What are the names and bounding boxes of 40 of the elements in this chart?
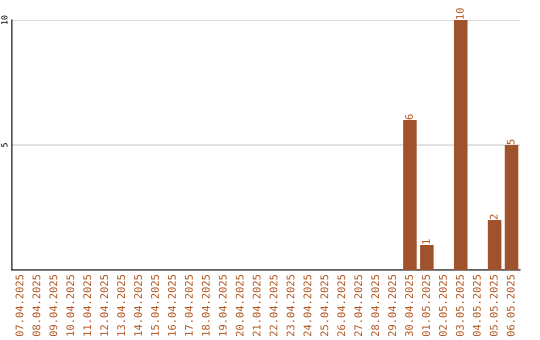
x-tick-label: 20.04.2025 bbox=[236, 274, 244, 336]
x-tick-label: 15.04.2025 bbox=[151, 274, 159, 336]
bar bbox=[504, 145, 518, 270]
bar bbox=[488, 220, 502, 270]
x-tick-label: 26.04.2025 bbox=[337, 274, 346, 336]
x-tick-label: 11.04.2025 bbox=[83, 274, 92, 336]
x-tick-label: 12.04.2025 bbox=[100, 274, 108, 336]
x-tick-label: 17.04.2025 bbox=[184, 274, 193, 336]
data-label: 2 bbox=[490, 214, 498, 220]
data-label: 10 bbox=[456, 8, 464, 19]
bar bbox=[403, 120, 417, 270]
x-tick-label: 25.04.2025 bbox=[320, 274, 328, 336]
x-tick-label: 01.05.2025 bbox=[422, 274, 430, 336]
x-tick-label: 07.04.2025 bbox=[16, 274, 24, 336]
x-tick-label: 09.04.2025 bbox=[49, 274, 58, 336]
data-label: 5 bbox=[506, 140, 515, 144]
x-tick-label: 10.04.2025 bbox=[66, 274, 74, 336]
x-tick-label: 22.04.2025 bbox=[270, 274, 278, 336]
x-tick-label: 24.04.2025 bbox=[303, 274, 312, 336]
bar bbox=[454, 20, 468, 270]
x-tick-label: 28.04.2025 bbox=[371, 274, 380, 336]
x-tick-label: 03.05.2025 bbox=[456, 274, 464, 336]
x-tick-label: 02.05.2025 bbox=[438, 274, 447, 336]
x-tick-label: 06.05.2025 bbox=[506, 274, 515, 336]
x-tick-label: 04.05.2025 bbox=[472, 274, 481, 336]
x-tick-label: 16.04.2025 bbox=[168, 274, 176, 336]
x-tick-label: 18.04.2025 bbox=[202, 274, 210, 336]
x-tick-label: 30.04.2025 bbox=[405, 274, 413, 336]
x-tick-label: 14.04.2025 bbox=[134, 274, 142, 336]
x-tick-label: 05.05.2025 bbox=[490, 274, 498, 336]
x-tick-label: 29.04.2025 bbox=[388, 274, 396, 336]
bar bbox=[420, 244, 434, 270]
x-tick-label: 27.04.2025 bbox=[354, 274, 362, 336]
data-label: 1 bbox=[422, 239, 430, 244]
x-tick-label: 21.04.2025 bbox=[252, 274, 261, 336]
x-tick-label: 23.04.2025 bbox=[286, 274, 294, 336]
x-tick-label: 19.04.2025 bbox=[218, 274, 227, 336]
data-label: 6 bbox=[405, 114, 413, 120]
x-tick-label: 08.04.2025 bbox=[32, 274, 40, 336]
x-tick-label: 13.04.2025 bbox=[117, 274, 126, 336]
